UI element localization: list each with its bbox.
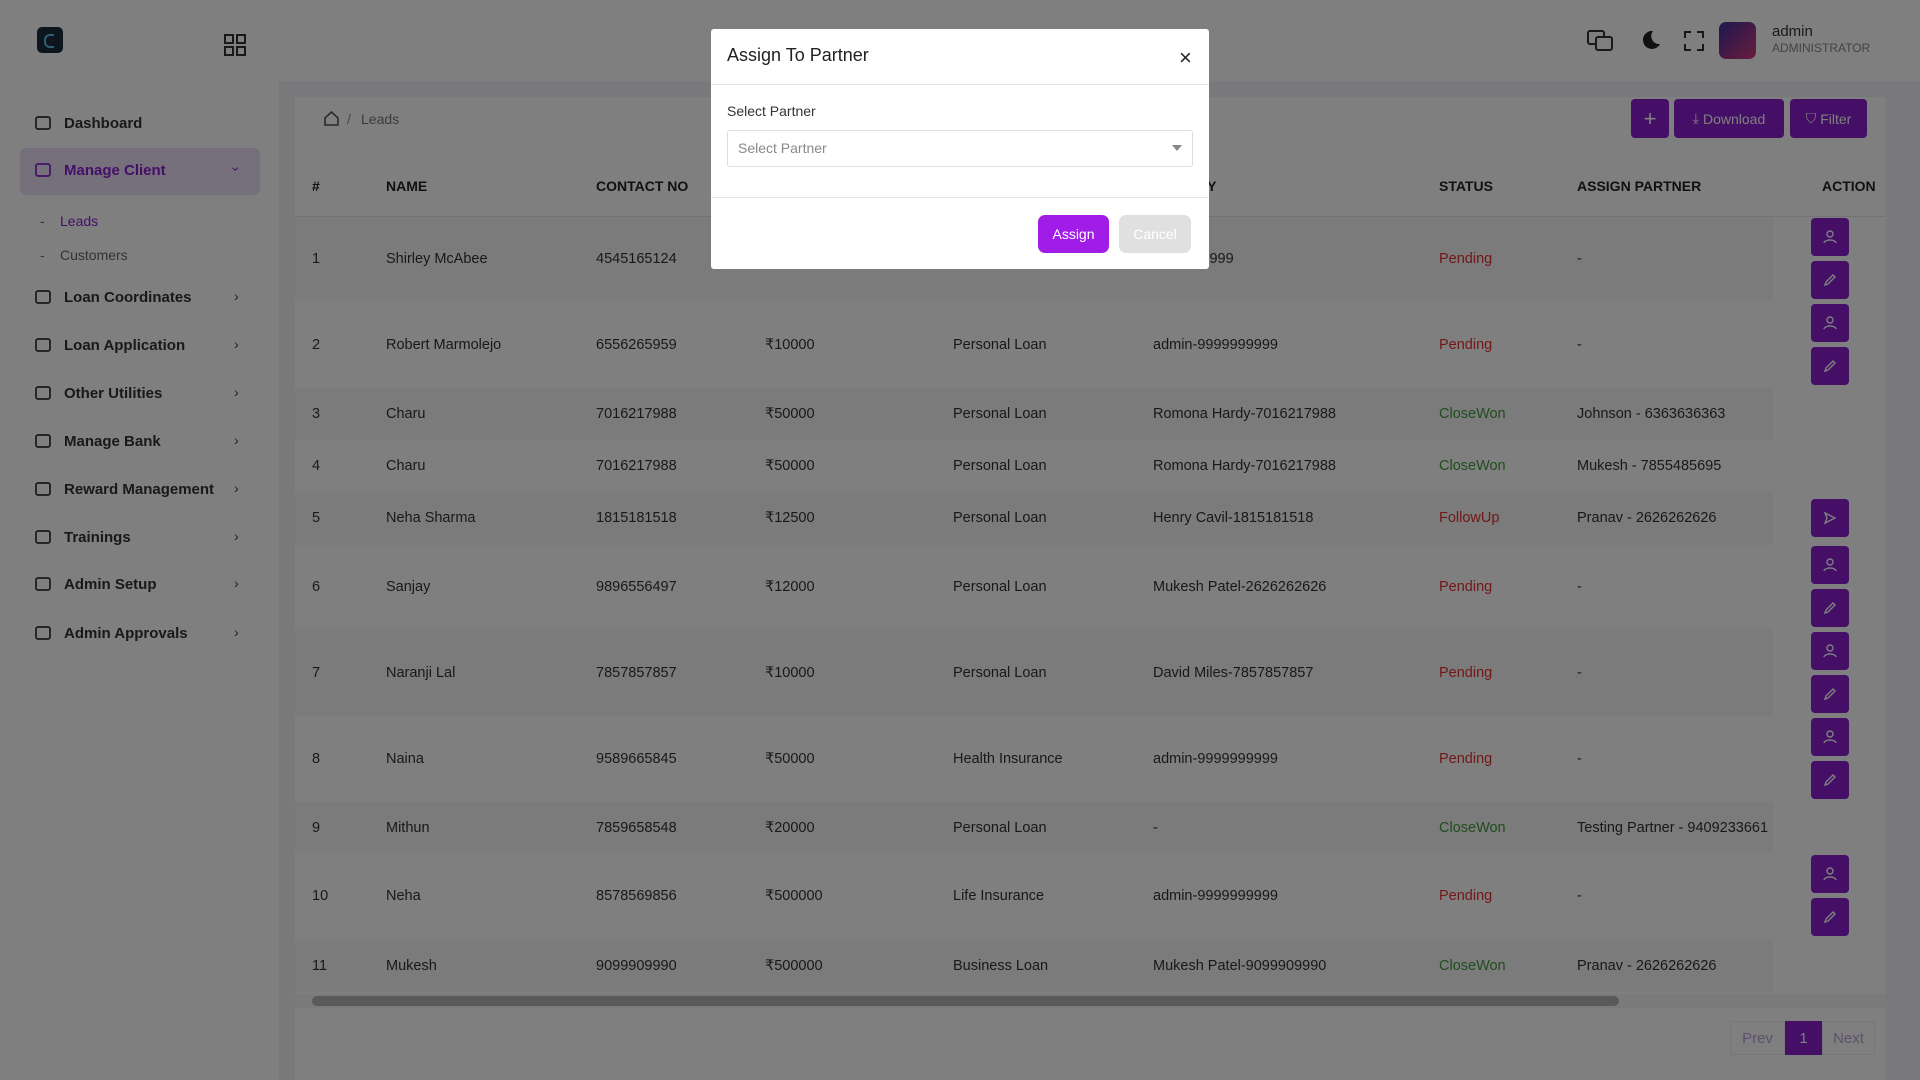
field-label: Select Partner xyxy=(727,103,816,119)
assign-button[interactable]: Assign xyxy=(1038,215,1109,253)
modal: Assign To Partner × Select Partner Selec… xyxy=(711,29,1209,269)
modal-title: Assign To Partner xyxy=(727,45,869,65)
divider xyxy=(711,84,1209,85)
modal-close[interactable]: × xyxy=(1179,45,1192,70)
select-arrow xyxy=(1172,145,1182,151)
cancel-button[interactable]: Cancel xyxy=(1119,215,1191,253)
partner-select[interactable]: Select Partner xyxy=(727,130,1193,167)
divider xyxy=(711,197,1209,198)
select-placeholder: Select Partner xyxy=(738,140,827,156)
